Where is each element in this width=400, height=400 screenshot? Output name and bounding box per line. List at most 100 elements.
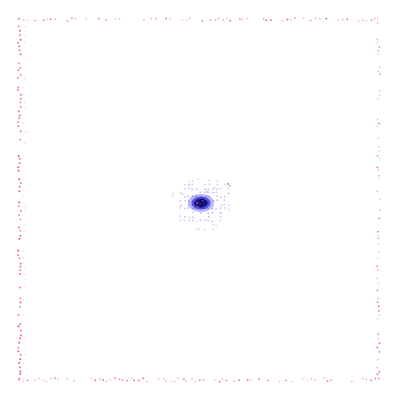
frame-dot	[23, 57, 25, 59]
frame-dot	[22, 250, 24, 252]
frame-dot	[281, 20, 283, 22]
frame-dot	[42, 379, 45, 382]
frame-dot	[18, 17, 20, 20]
frame-dot	[23, 285, 26, 287]
green-mark	[229, 185, 231, 187]
frame-dot	[290, 381, 293, 383]
frame-dot	[131, 377, 133, 380]
halo-dot	[179, 200, 182, 203]
frame-dot	[23, 278, 25, 280]
frame-dot	[22, 195, 24, 197]
frame-dot	[241, 18, 244, 21]
halo-dot	[212, 191, 215, 194]
halo-dot	[207, 207, 209, 210]
frame-dot	[376, 190, 379, 192]
blob-speckle	[206, 202, 208, 205]
frame-dot	[346, 18, 349, 21]
halo-dot	[227, 187, 230, 190]
frame-dot	[246, 379, 249, 381]
frame-dot	[376, 155, 379, 157]
frame-dot	[269, 19, 272, 22]
frame-dot	[351, 380, 353, 383]
halo-dot	[216, 199, 219, 202]
frame-dot	[18, 237, 21, 240]
frame-dot	[302, 17, 305, 20]
blob-speckle	[199, 200, 202, 203]
frame-dot	[24, 78, 26, 80]
frame-dot	[18, 286, 21, 289]
halo-accent-dot	[181, 193, 184, 196]
frame-dot	[25, 130, 27, 133]
frame-dot	[183, 378, 185, 381]
frame-dot	[376, 277, 379, 280]
frame-dot	[17, 249, 20, 252]
frame-dot	[20, 329, 22, 332]
frame-dot	[18, 201, 21, 204]
halo-dot	[216, 183, 219, 186]
halo-dot	[188, 183, 191, 186]
frame-dot	[19, 93, 22, 96]
frame-dot	[306, 379, 309, 381]
frame-dot	[222, 19, 225, 21]
frame-dot	[18, 62, 20, 65]
frame-dot	[19, 358, 22, 361]
halo-dot	[212, 200, 215, 203]
frame-dot	[157, 377, 160, 380]
frame-dot	[314, 379, 316, 382]
frame-dot	[17, 226, 20, 229]
frame-dot	[23, 189, 25, 191]
halo-dot	[211, 211, 214, 214]
frame-dot	[24, 319, 27, 321]
halo-dot	[171, 192, 174, 195]
frame-dot	[378, 89, 381, 92]
halo-dot	[208, 183, 211, 186]
halo-accent-dot	[197, 178, 199, 180]
frame-dot	[24, 338, 26, 340]
halo-dot	[192, 219, 194, 222]
frame-dot	[17, 254, 20, 256]
frame-dot	[19, 74, 22, 76]
frame-dot	[377, 237, 380, 240]
frame-dot	[357, 20, 360, 22]
frame-dot	[285, 379, 287, 382]
frame-dot	[18, 114, 21, 117]
halo-dot	[188, 219, 191, 222]
frame-dot	[17, 169, 20, 172]
halo-dot	[219, 219, 222, 222]
frame-dot	[378, 149, 381, 152]
frame-dot	[23, 230, 25, 233]
halo-dot	[220, 212, 223, 214]
frame-dot	[370, 379, 373, 382]
frame-dot	[286, 18, 289, 21]
frame-dot	[23, 266, 26, 268]
frame-dot	[45, 380, 48, 383]
frame-dot	[378, 342, 381, 345]
halo-accent-dot	[210, 191, 212, 193]
frame-dot	[19, 353, 22, 356]
halo-dot	[204, 191, 206, 194]
frame-dot	[19, 101, 22, 104]
frame-dot	[50, 377, 52, 380]
frame-dot	[376, 366, 379, 369]
frame-dot	[154, 17, 157, 20]
frame-dot	[22, 362, 25, 365]
halo-dot	[191, 183, 194, 186]
frame-dot	[19, 53, 22, 56]
frame-dot	[24, 142, 26, 144]
halo-dot	[227, 204, 230, 207]
frame-dot	[341, 18, 344, 21]
frame-dot	[18, 257, 21, 260]
halo-dot	[179, 192, 182, 194]
halo-dot	[196, 228, 199, 231]
frame-dot	[378, 174, 380, 177]
frame-dot	[246, 17, 248, 20]
halo-dot	[199, 219, 202, 222]
frame-dot	[376, 346, 379, 349]
frame-dot	[90, 377, 93, 380]
frame-dot	[221, 378, 224, 381]
frame-dot	[71, 17, 73, 20]
frame-dot	[330, 379, 332, 382]
frame-dot	[214, 19, 217, 21]
halo-dot	[179, 215, 181, 217]
frame-dot	[376, 125, 379, 128]
